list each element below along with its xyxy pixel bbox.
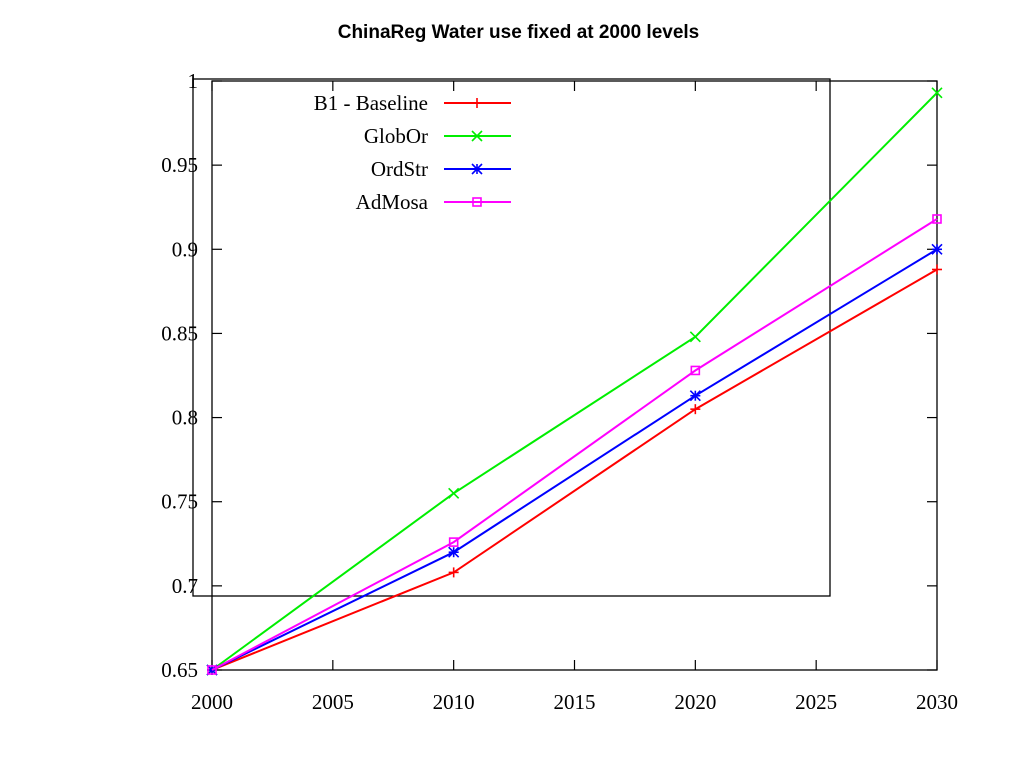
series-globor	[206, 87, 943, 676]
x-tick-label: 2030	[916, 690, 958, 714]
series-line	[211, 218, 938, 671]
point-marker-plus	[932, 264, 942, 275]
legend-label: AdMosa	[356, 190, 429, 214]
series-ordstr	[206, 243, 943, 676]
x-tick-label: 2005	[312, 690, 354, 714]
legend-item: B1 - Baseline	[314, 91, 511, 115]
legend-item: GlobOr	[364, 124, 511, 148]
chart-title: ChinaReg Water use fixed at 2000 levels	[337, 22, 700, 43]
plot-frame	[211, 80, 938, 671]
plot-border	[211, 80, 938, 671]
legend: B1 - Baseline GlobOr OrdStr AdMosa	[192, 78, 831, 597]
point-marker-square	[690, 365, 701, 376]
y-tick-label: 0.85	[161, 321, 198, 345]
point-marker-plus	[690, 404, 701, 415]
y-tick-label: 0.7	[172, 574, 198, 598]
series-admosa	[207, 214, 942, 675]
series-group	[206, 87, 943, 676]
x-tick-label: 2025	[795, 690, 837, 714]
y-tick-label: 0.65	[161, 658, 198, 682]
point-marker-star	[471, 163, 483, 175]
point-marker-square	[448, 537, 459, 547]
legend-label: GlobOr	[364, 124, 428, 148]
point-marker-plus	[448, 567, 459, 578]
x-tick-label: 2000	[191, 690, 233, 714]
y-tick-label: 0.8	[172, 406, 198, 430]
series-line	[211, 248, 938, 671]
point-marker-cross	[689, 331, 701, 343]
point-marker-plus	[472, 98, 482, 108]
y-tick-label: 0.95	[161, 153, 198, 177]
x-tick-label: 2015	[554, 690, 596, 714]
point-marker-star	[689, 390, 701, 402]
legend-item: OrdStr	[371, 157, 511, 181]
series-line	[211, 268, 938, 671]
legend-item: AdMosa	[356, 190, 511, 214]
x-tick-label: 2020	[674, 690, 716, 714]
point-marker-cross	[931, 87, 943, 99]
point-marker-star	[448, 546, 460, 558]
point-marker-cross	[448, 487, 460, 499]
y-tick-label: 0.75	[161, 490, 198, 514]
x-tick-label: 2010	[433, 690, 475, 714]
point-marker-cross	[471, 130, 483, 142]
legend-box	[192, 78, 831, 597]
y-tick-label: 0.9	[172, 237, 198, 261]
series-line	[211, 92, 938, 671]
point-marker-square	[932, 214, 942, 224]
point-marker-square	[472, 197, 482, 207]
point-marker-star	[931, 243, 943, 255]
point-marker-square	[207, 665, 217, 675]
legend-label: OrdStr	[371, 157, 428, 181]
legend-label: B1 - Baseline	[314, 91, 428, 115]
